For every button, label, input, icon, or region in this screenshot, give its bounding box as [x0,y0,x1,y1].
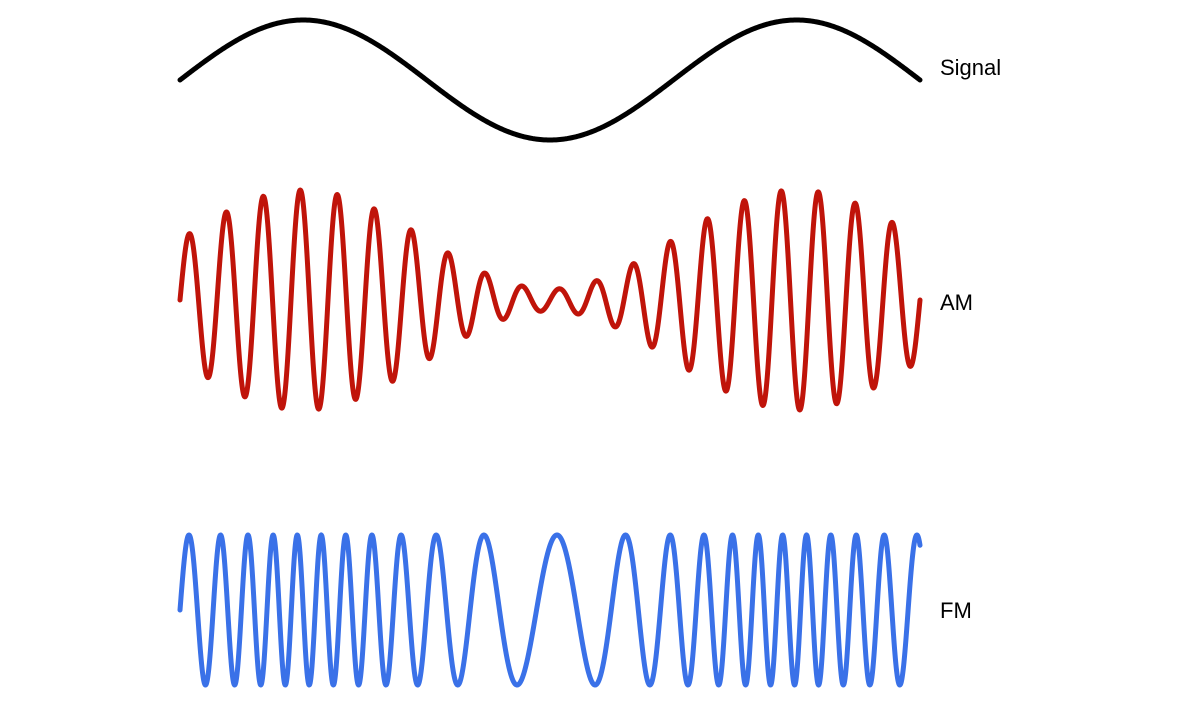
modulation-diagram: Signal AM FM [0,0,1200,703]
fm-label: FM [940,598,972,624]
fm-row: FM [0,0,1200,703]
fm-wave [0,0,1200,703]
